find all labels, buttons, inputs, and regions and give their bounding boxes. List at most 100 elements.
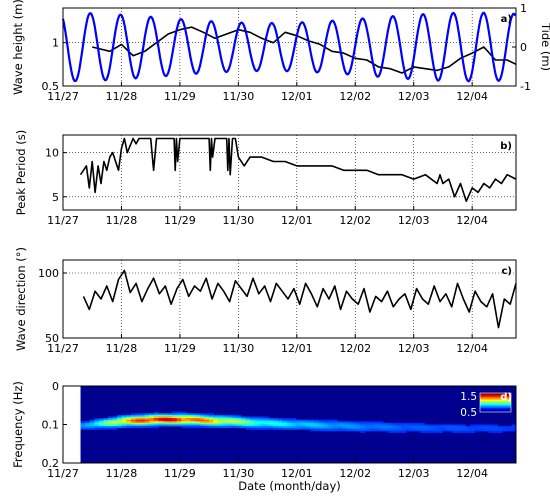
y-tick-label: 5 bbox=[52, 191, 59, 204]
heatmap-cell bbox=[213, 414, 219, 417]
heatmap-cell bbox=[208, 414, 214, 417]
heatmap-cell bbox=[387, 430, 393, 433]
heatmap-cell bbox=[502, 427, 508, 430]
y-tick-label: 1 bbox=[52, 37, 59, 50]
heatmap-cell bbox=[424, 430, 430, 433]
heatmap-cell bbox=[144, 416, 150, 419]
heatmap-cell bbox=[259, 426, 265, 429]
heatmap-cell bbox=[314, 421, 320, 424]
heatmap-cell bbox=[419, 430, 425, 433]
heatmap-cell bbox=[227, 414, 233, 417]
heatmap-cell bbox=[117, 424, 123, 427]
heatmap-cell bbox=[172, 421, 178, 424]
heatmap-cell bbox=[167, 422, 173, 425]
x-tick-label: 11/29 bbox=[164, 214, 196, 227]
heatmap-cell bbox=[250, 421, 256, 424]
heatmap-cell bbox=[273, 424, 279, 427]
heatmap-cell bbox=[121, 414, 127, 417]
heatmap-cell bbox=[309, 429, 315, 432]
heatmap-cell bbox=[447, 427, 453, 430]
heatmap-cell bbox=[295, 419, 301, 422]
heatmap-cell bbox=[98, 427, 104, 430]
heatmap-cell bbox=[392, 424, 398, 427]
heatmap-cell bbox=[323, 427, 329, 430]
heatmap-cell bbox=[135, 419, 141, 422]
heatmap-cell bbox=[231, 422, 237, 425]
heatmap-cell bbox=[208, 419, 214, 422]
heatmap-cell bbox=[438, 429, 444, 432]
heatmap-cell bbox=[282, 421, 288, 424]
heatmap-cell bbox=[318, 429, 324, 432]
heatmap-cell bbox=[396, 430, 402, 433]
heatmap-cell bbox=[135, 424, 141, 427]
heatmap-cell bbox=[213, 424, 219, 427]
heatmap-cell bbox=[410, 429, 416, 432]
heatmap-cell bbox=[204, 418, 210, 421]
heatmap-cell bbox=[236, 414, 242, 417]
heatmap-cell bbox=[277, 427, 283, 430]
heatmap-cell bbox=[158, 419, 164, 422]
heatmap-cell bbox=[396, 422, 402, 425]
heatmap-cell bbox=[245, 422, 251, 425]
heatmap-cell bbox=[126, 414, 132, 417]
y-axis-label: Peak Period (s) bbox=[14, 130, 28, 215]
heatmap-cell bbox=[451, 424, 457, 427]
heatmap-cell bbox=[195, 419, 201, 422]
heatmap-cell bbox=[250, 424, 256, 427]
heatmap-cell bbox=[474, 424, 480, 427]
heatmap-cell bbox=[176, 414, 182, 417]
heatmap-cell bbox=[231, 421, 237, 424]
heatmap-cell bbox=[337, 429, 343, 432]
heatmap-cell bbox=[117, 421, 123, 424]
heatmap-cell bbox=[117, 416, 123, 419]
heatmap-cell bbox=[433, 429, 439, 432]
heatmap-cell bbox=[112, 422, 118, 425]
heatmap-cell bbox=[181, 426, 187, 429]
heatmap-cell bbox=[213, 421, 219, 424]
heatmap-cell bbox=[465, 426, 471, 429]
heatmap-cell bbox=[135, 422, 141, 425]
heatmap-cell bbox=[502, 429, 508, 432]
heatmap-cell bbox=[94, 421, 100, 424]
heatmap-cell bbox=[373, 424, 379, 427]
heatmap-cell bbox=[295, 422, 301, 425]
heatmap-cell bbox=[240, 426, 246, 429]
heatmap-cell bbox=[181, 411, 187, 414]
heatmap-cell bbox=[355, 429, 361, 432]
heatmap-cell bbox=[98, 422, 104, 425]
heatmap-cell bbox=[470, 429, 476, 432]
heatmap-cell bbox=[153, 418, 159, 421]
heatmap-cell bbox=[103, 422, 109, 425]
heatmap-cell bbox=[364, 426, 370, 429]
heatmap-cell bbox=[213, 426, 219, 429]
heatmap-cell bbox=[392, 427, 398, 430]
heatmap-cell bbox=[108, 426, 114, 429]
heatmap-cell bbox=[318, 427, 324, 430]
heatmap-cell bbox=[263, 416, 269, 419]
heatmap-cell bbox=[149, 414, 155, 417]
panel-d bbox=[62, 385, 517, 464]
heatmap-cell bbox=[263, 418, 269, 421]
heatmap-cell bbox=[305, 424, 311, 427]
axes-frame bbox=[62, 7, 517, 87]
heatmap-cell bbox=[456, 427, 462, 430]
heatmap-cell bbox=[328, 421, 334, 424]
y-tick-label: 10 bbox=[45, 147, 59, 160]
heatmap-cell bbox=[392, 426, 398, 429]
heatmap-cell bbox=[460, 426, 466, 429]
heatmap-cell bbox=[121, 424, 127, 427]
heatmap-cell bbox=[378, 429, 384, 432]
heatmap-cell bbox=[94, 427, 100, 430]
heatmap-cell bbox=[332, 424, 338, 427]
heatmap-cell bbox=[254, 422, 260, 425]
heatmap-cell bbox=[405, 426, 411, 429]
heatmap-cell bbox=[218, 414, 224, 417]
heatmap-cell bbox=[167, 424, 173, 427]
heatmap-cell bbox=[254, 418, 260, 421]
heatmap-cell bbox=[167, 418, 173, 421]
heatmap-cell bbox=[392, 429, 398, 432]
heatmap-cell bbox=[163, 424, 169, 427]
heatmap-cell bbox=[245, 421, 251, 424]
heatmap-cell bbox=[245, 424, 251, 427]
heatmap-cell bbox=[112, 418, 118, 421]
